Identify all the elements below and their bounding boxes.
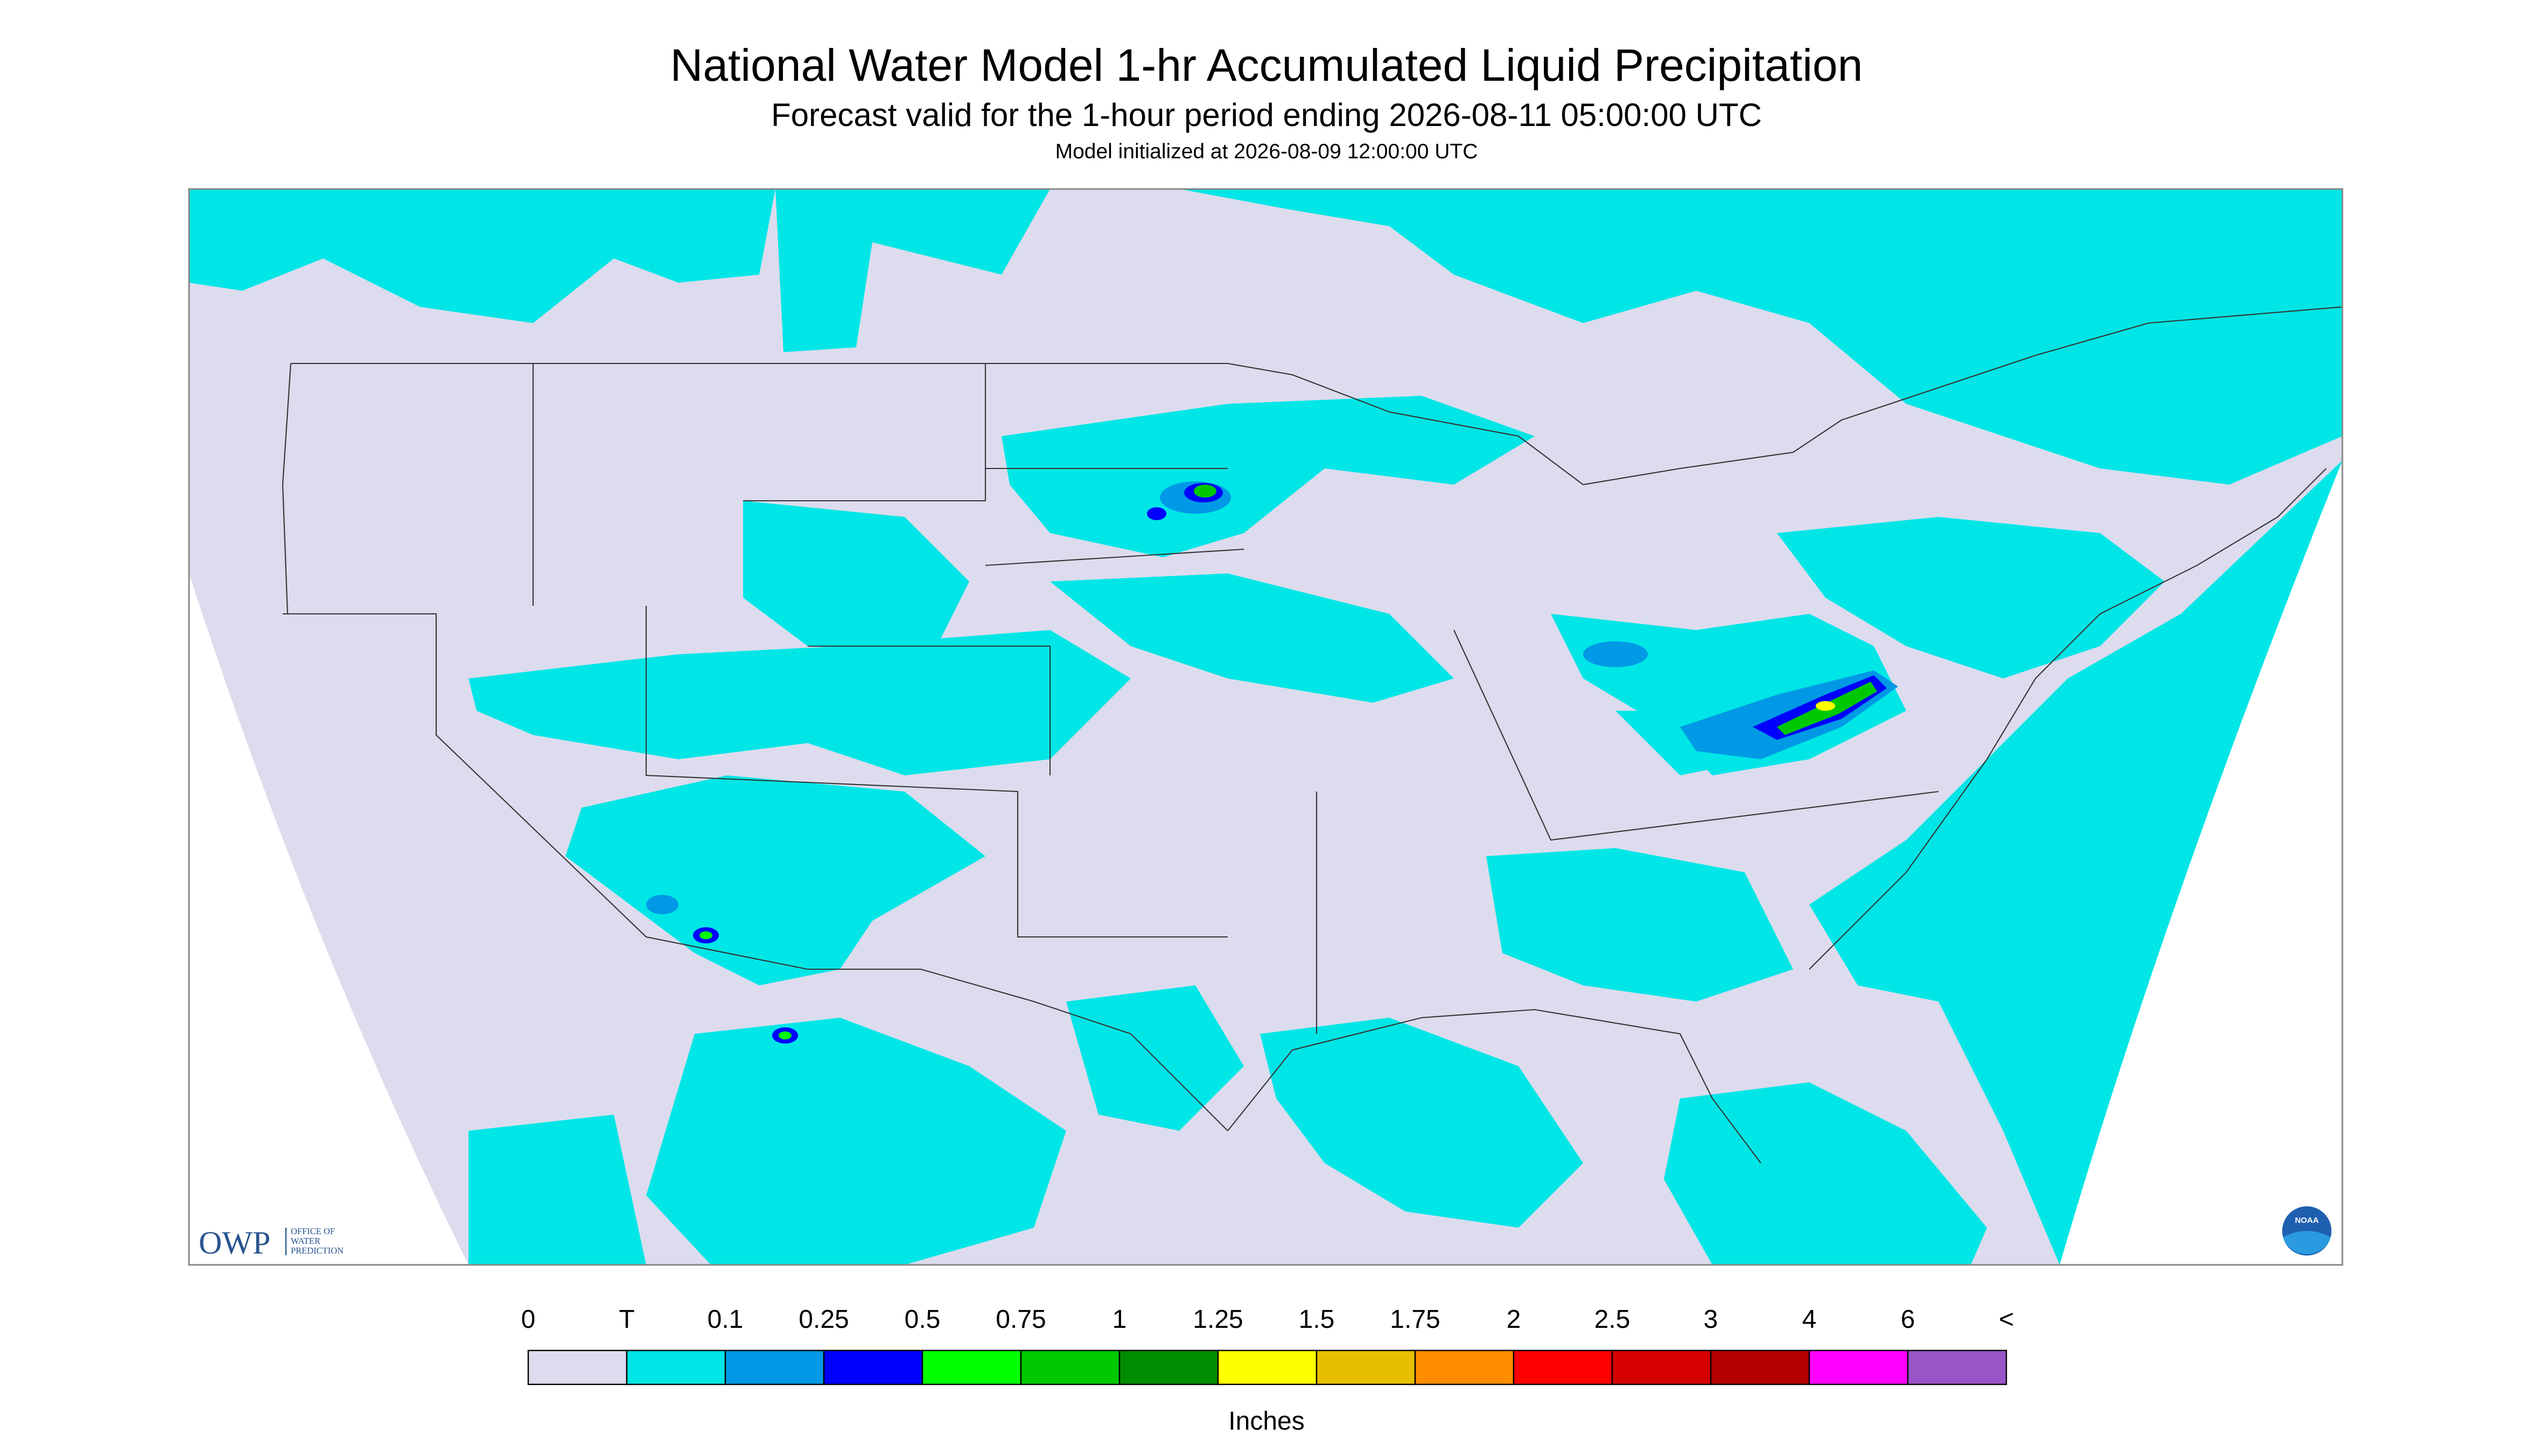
owp-line: OFFICE OF: [291, 1226, 335, 1236]
precip-field: [189, 189, 2342, 1265]
colorbar-label: 0.25: [799, 1305, 849, 1334]
colorbar-label: 6: [1901, 1305, 1915, 1334]
map-frame: [188, 188, 2343, 1266]
colorbar-swatch: [1217, 1349, 1318, 1385]
colorbar-label: 0.5: [905, 1305, 941, 1334]
colorbar-unit: Inches: [1228, 1407, 1304, 1436]
init-time: Model initialized at 2026-08-09 12:00:00…: [1055, 140, 1478, 163]
colorbar-label: 1.25: [1193, 1305, 1243, 1334]
colorbar-label: 4: [1802, 1305, 1817, 1334]
colorbar-swatch: [724, 1349, 825, 1385]
colorbar-label: T: [619, 1305, 634, 1334]
colorbar-label: 0: [521, 1305, 536, 1334]
colorbar-swatch: [1907, 1349, 2007, 1385]
colorbar-label: 2.5: [1594, 1305, 1631, 1334]
precip-cores: [646, 481, 1898, 1044]
colorbar-swatch: [921, 1349, 1022, 1385]
colorbar-swatch: [1710, 1349, 1810, 1385]
noaa-text: NOAA: [2295, 1216, 2319, 1225]
subtitle: Forecast valid for the 1-hour period end…: [771, 97, 1762, 133]
colorbar-swatch: [527, 1349, 628, 1385]
model-domain: [189, 189, 2342, 1265]
colorbar-swatch: [1118, 1349, 1219, 1385]
colorbar-label: <: [1999, 1305, 2014, 1334]
owp-logo: OWP OFFICE OF WATER PREDICTION: [199, 1225, 344, 1261]
owp-text: OWP: [199, 1225, 270, 1261]
colorbar-swatch: [1611, 1349, 1712, 1385]
colorbar-swatch: [1020, 1349, 1121, 1385]
owp-line: WATER: [291, 1236, 320, 1246]
title: National Water Model 1-hr Accumulated Li…: [670, 40, 1863, 90]
colorbar-label: 1.5: [1299, 1305, 1335, 1334]
colorbar-swatch: [1316, 1349, 1416, 1385]
map: [188, 188, 2343, 1266]
colorbar-swatch: [1414, 1349, 1515, 1385]
noaa-logo: NOAA: [2279, 1203, 2334, 1258]
colorbar-label: 1.75: [1390, 1305, 1440, 1334]
colorbar-swatch: [1513, 1349, 1613, 1385]
colorbar-label: 1: [1112, 1305, 1127, 1334]
colorbar-label: 0.75: [996, 1305, 1046, 1334]
colorbar-label: 2: [1507, 1305, 1521, 1334]
colorbar-label: 0.1: [708, 1305, 744, 1334]
colorbar-swatch: [823, 1349, 923, 1385]
owp-line: PREDICTION: [291, 1245, 344, 1256]
colorbar-label: 3: [1704, 1305, 1718, 1334]
colorbar: 0 T 0.1 0.25 0.5 0.75 1 1.25 1.5 1.75 2 2.5 3 4 6 <: [521, 1305, 2014, 1385]
boundaries: [282, 306, 2342, 1164]
colorbar-swatch: [1808, 1349, 1909, 1385]
colorbar-swatch: [626, 1349, 726, 1385]
